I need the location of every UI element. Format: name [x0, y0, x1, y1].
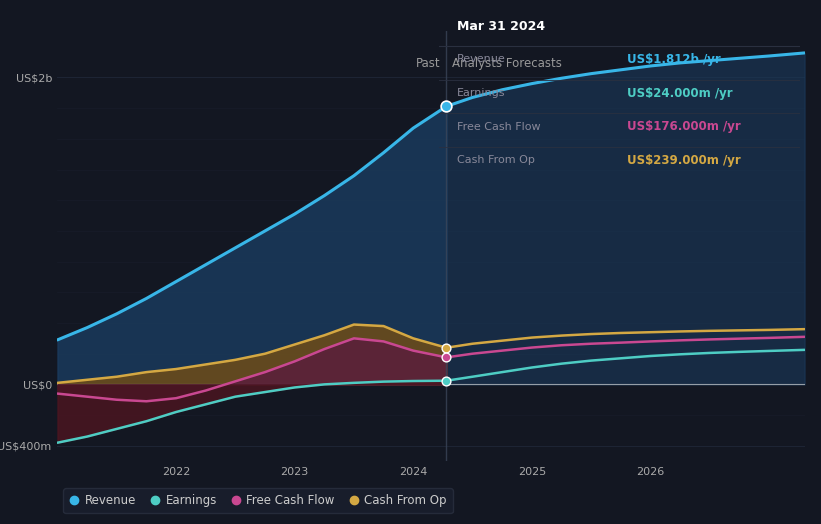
Text: Earnings: Earnings: [457, 88, 506, 98]
Text: US$1.812b /yr: US$1.812b /yr: [627, 53, 721, 66]
Text: Mar 31 2024: Mar 31 2024: [457, 20, 545, 33]
Text: US$24.000m /yr: US$24.000m /yr: [627, 86, 732, 100]
Point: [440, 344, 453, 352]
Point: [440, 102, 453, 111]
Text: Revenue: Revenue: [457, 54, 506, 64]
Point: [440, 377, 453, 385]
Text: US$239.000m /yr: US$239.000m /yr: [627, 154, 741, 167]
Text: Cash From Op: Cash From Op: [457, 156, 535, 166]
Legend: Revenue, Earnings, Free Cash Flow, Cash From Op: Revenue, Earnings, Free Cash Flow, Cash …: [63, 488, 452, 513]
Text: Analysts Forecasts: Analysts Forecasts: [452, 57, 562, 70]
Point: [440, 353, 453, 362]
Text: US$176.000m /yr: US$176.000m /yr: [627, 120, 741, 133]
Text: Free Cash Flow: Free Cash Flow: [457, 122, 541, 132]
Text: Past: Past: [416, 57, 441, 70]
